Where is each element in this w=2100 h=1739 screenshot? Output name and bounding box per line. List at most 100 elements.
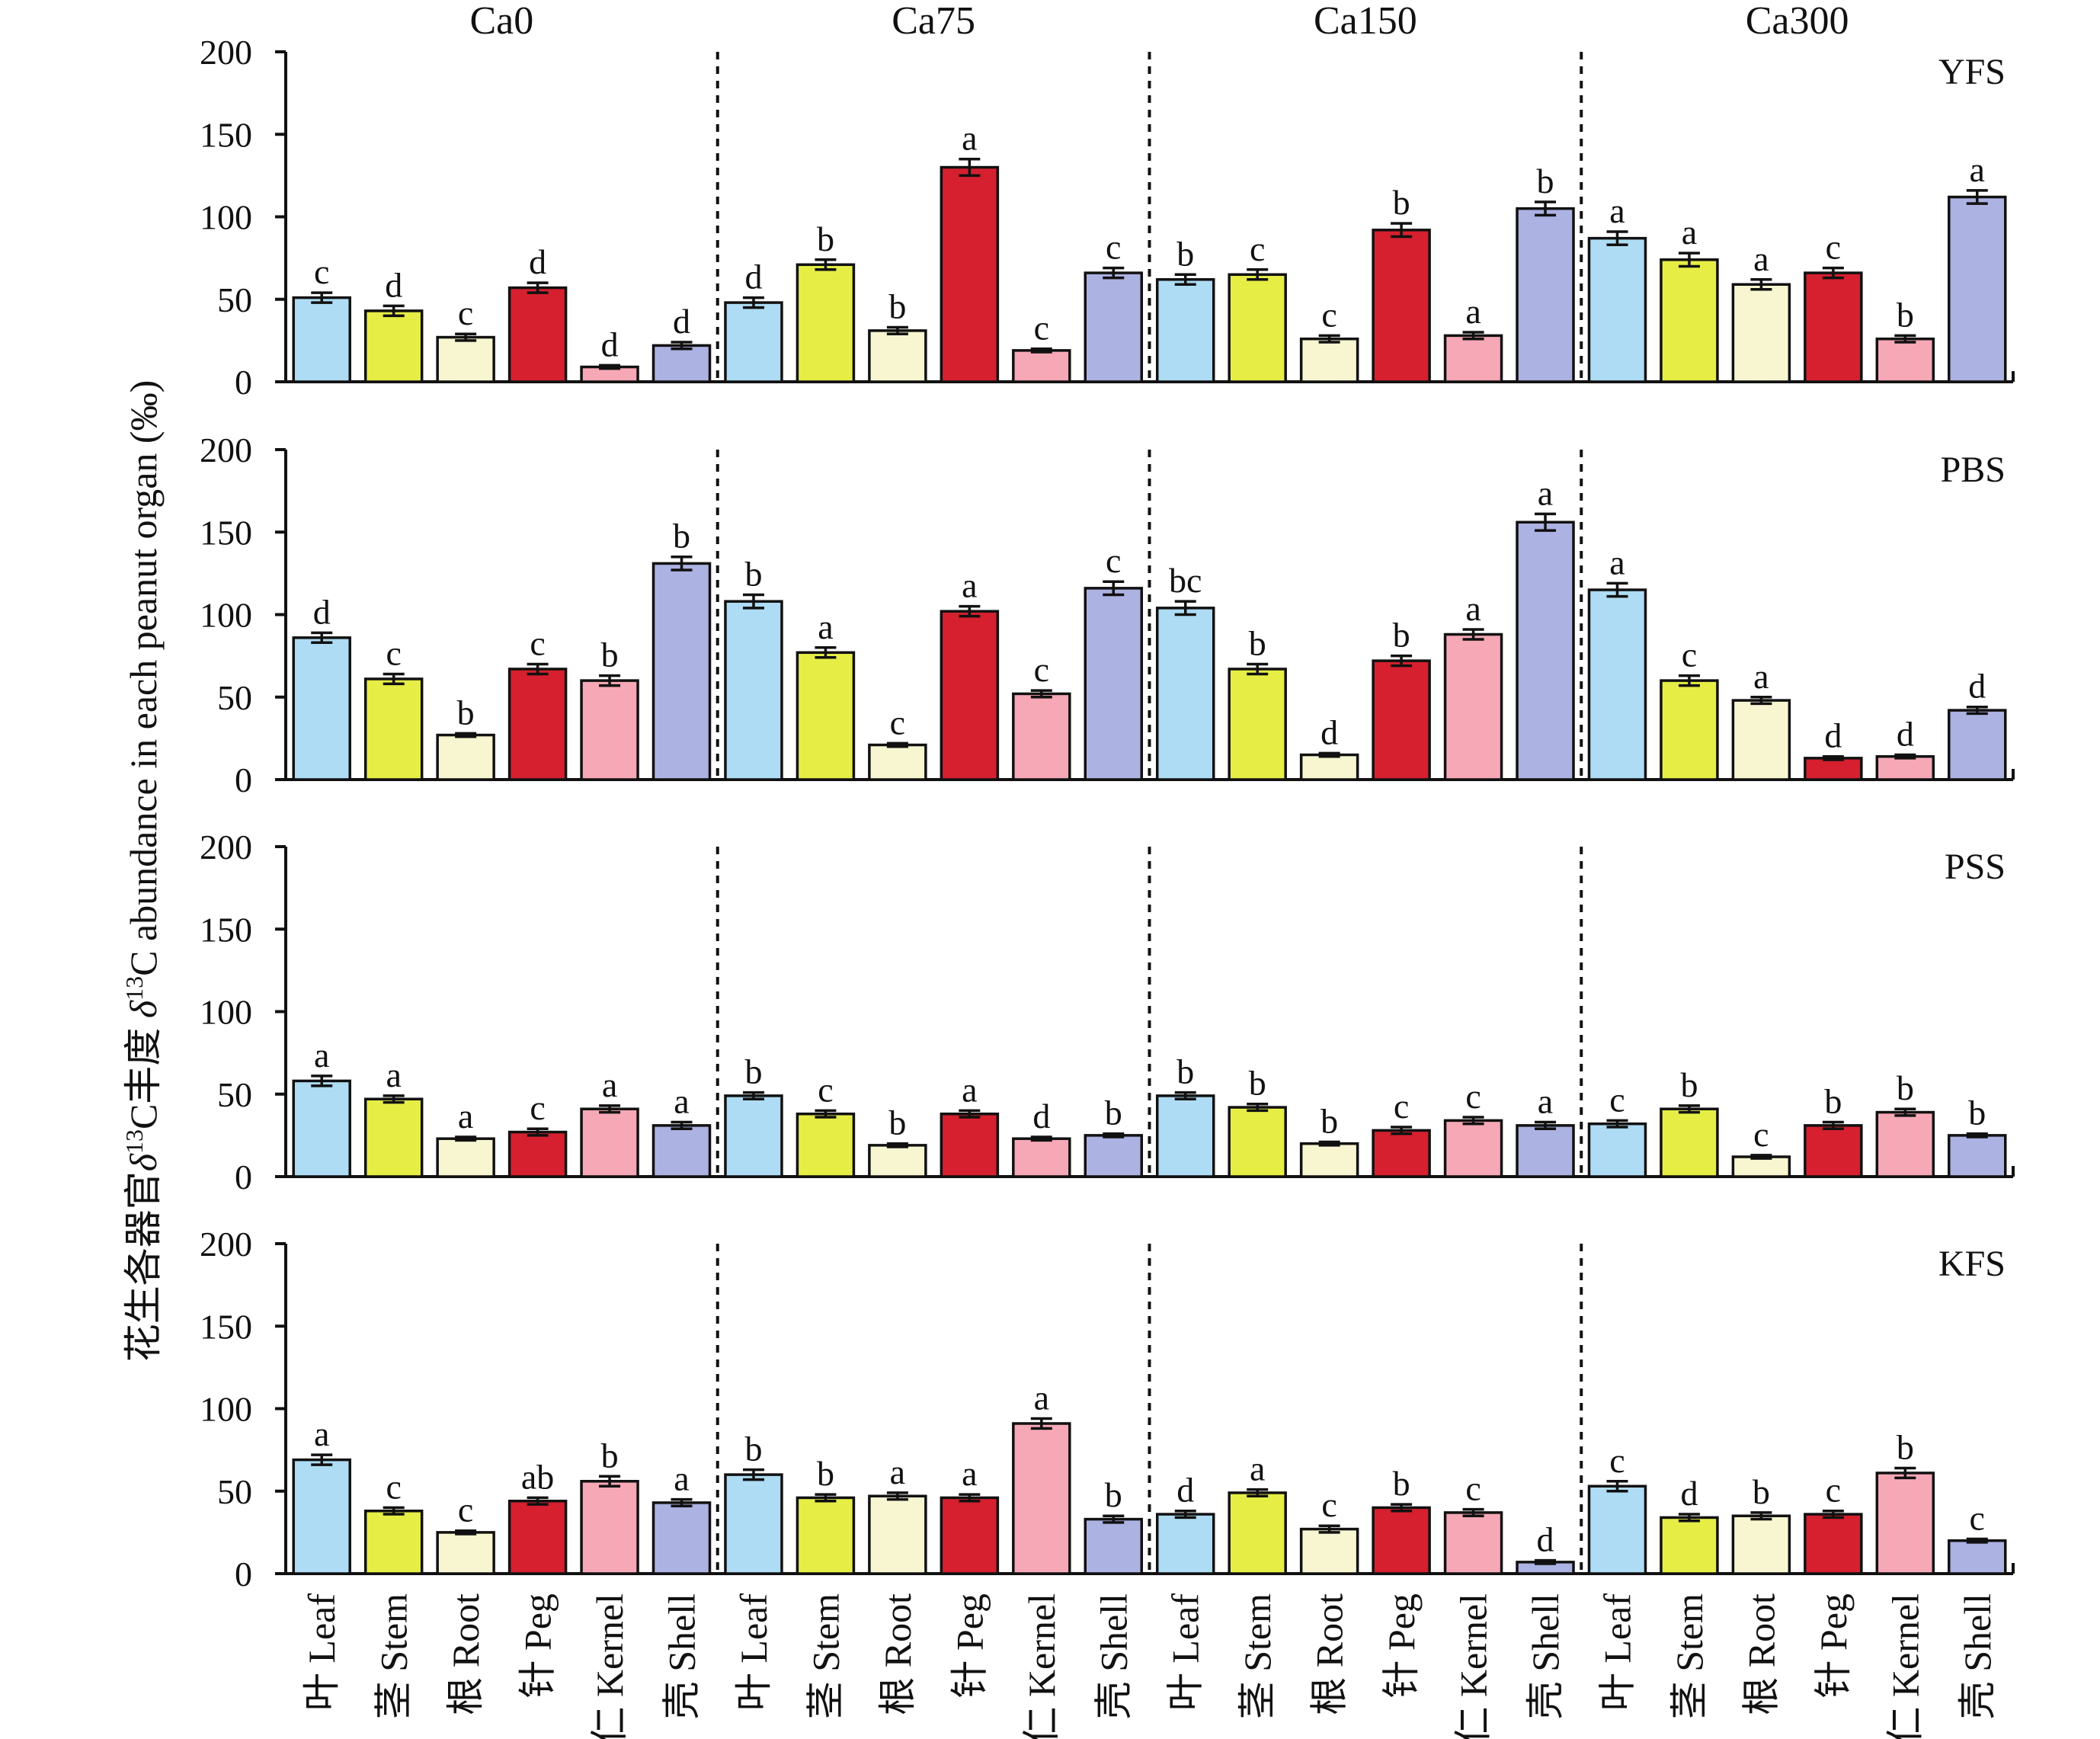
- bar: [1155, 1094, 1215, 1178]
- y-tick-label: 50: [217, 678, 252, 717]
- significance-letter: c: [1826, 1471, 1841, 1510]
- panel-label: YFS: [1938, 52, 2006, 92]
- significance-letter: d: [1897, 715, 1914, 754]
- bar: [436, 733, 495, 781]
- significance-letter: d: [1537, 1520, 1554, 1559]
- bar: [363, 1097, 424, 1178]
- bar: [1084, 1517, 1144, 1575]
- significance-letter: c: [458, 1491, 473, 1529]
- bar: [796, 263, 856, 383]
- bar: [868, 743, 927, 781]
- bar: [1443, 334, 1503, 383]
- bar: [1084, 271, 1144, 383]
- significance-letter: c: [1034, 650, 1049, 689]
- significance-letter: c: [1465, 1469, 1481, 1508]
- significance-letter: d: [1968, 667, 1986, 706]
- y-axis-label-rest-cn: C丰度: [122, 1018, 165, 1129]
- bar: [1875, 1472, 1935, 1575]
- significance-letter: b: [888, 1103, 906, 1142]
- bar: [1875, 337, 1935, 383]
- bar: [796, 1112, 856, 1178]
- significance-letter: a: [1538, 1082, 1553, 1121]
- bar: [1731, 699, 1791, 781]
- bar: [1372, 1506, 1431, 1575]
- significance-letter: b: [1176, 1052, 1194, 1091]
- bar: [507, 668, 568, 781]
- bar: [724, 600, 783, 781]
- significance-letter: a: [962, 119, 977, 158]
- y-axis-label-en-delta: δ: [122, 1000, 165, 1018]
- significance-letter: a: [1609, 543, 1625, 581]
- y-tick-label: 150: [200, 1307, 252, 1346]
- panel-label: PBS: [1941, 450, 2006, 490]
- significance-letter: d: [601, 325, 619, 363]
- y-tick-label: 200: [200, 828, 252, 866]
- significance-letter: b: [1897, 295, 1914, 334]
- x-tick-label: 针 Peg: [948, 1593, 991, 1699]
- x-tick-label: 仁 Kernel: [588, 1593, 631, 1739]
- significance-letter: b: [1105, 1475, 1122, 1514]
- y-tick-label: 0: [235, 363, 252, 402]
- significance-letter: b: [1393, 1464, 1410, 1503]
- bar: [1804, 1124, 1863, 1178]
- x-tick-label: 叶 Leaf: [732, 1593, 775, 1711]
- significance-letter: b: [817, 1454, 834, 1493]
- x-tick-label: 针 Peg: [1812, 1593, 1855, 1699]
- x-tick-label: 叶 Leaf: [300, 1593, 343, 1711]
- significance-letter: d: [1176, 1471, 1194, 1510]
- y-tick-label: 50: [217, 1472, 252, 1511]
- significance-letter: d: [1680, 1474, 1698, 1513]
- x-tick-label: 叶 Leaf: [1164, 1593, 1207, 1711]
- significance-letter: b: [1680, 1065, 1698, 1104]
- bar: [1012, 349, 1071, 383]
- bar: [507, 286, 568, 383]
- panel-yfs: 0 50 100 150 200 YFS c d c d d d d b b a c c b c c b a b a a a c b a: [200, 33, 2015, 402]
- significance-letter: c: [1106, 541, 1121, 580]
- bar: [651, 1501, 712, 1575]
- bar: [1443, 1511, 1503, 1575]
- significance-letter: c: [530, 623, 545, 662]
- x-tick-label: 仁 Kernel: [1020, 1593, 1063, 1739]
- bar: [507, 1130, 568, 1178]
- significance-letter: a: [1034, 1378, 1049, 1417]
- chart-panels: Ca0 Ca75 Ca150 Ca300 0 50 100 150 200 YFS c d c d d d d b…: [200, 0, 2015, 1739]
- bar: [1155, 278, 1215, 383]
- significance-letter: b: [888, 287, 906, 326]
- bar: [651, 1124, 712, 1178]
- x-tick-label: 壳 Shell: [1956, 1593, 1999, 1719]
- y-tick-label: 100: [200, 1390, 252, 1429]
- bar: [868, 1494, 927, 1575]
- y-tick-label: 50: [217, 1075, 252, 1114]
- bar: [868, 329, 927, 383]
- significance-letter: a: [602, 1065, 617, 1104]
- significance-letter: c: [1321, 1485, 1337, 1524]
- significance-letter: a: [1538, 473, 1553, 512]
- significance-letter: b: [1176, 234, 1194, 273]
- x-tick-label: 针 Peg: [517, 1593, 559, 1699]
- significance-letter: c: [1609, 1080, 1625, 1119]
- x-tick-label: 根 Root: [444, 1593, 487, 1715]
- bar: [436, 1137, 495, 1178]
- bar: [363, 677, 424, 781]
- x-tick-label: 壳 Shell: [1524, 1593, 1567, 1719]
- significance-letter: c: [1106, 228, 1121, 267]
- significance-letter: b: [601, 636, 619, 674]
- significance-letter: d: [529, 242, 546, 281]
- treatment-label: Ca300: [1746, 0, 1849, 43]
- significance-letter: b: [601, 1436, 619, 1475]
- bar: [940, 610, 1000, 781]
- bar: [1012, 692, 1071, 781]
- significance-letter: b: [1897, 1068, 1914, 1107]
- significance-letter: a: [962, 566, 977, 605]
- significance-letter: b: [457, 693, 475, 732]
- x-tick-label: 仁 Kernel: [1884, 1593, 1926, 1739]
- treatment-label: Ca150: [1314, 0, 1417, 43]
- y-tick-label: 100: [200, 596, 252, 635]
- bar: [1731, 1155, 1791, 1178]
- significance-letter: d: [385, 265, 402, 304]
- bar: [1443, 1119, 1503, 1178]
- significance-letter: a: [1753, 239, 1769, 278]
- bar: [436, 1531, 495, 1575]
- significance-letter: c: [890, 703, 905, 741]
